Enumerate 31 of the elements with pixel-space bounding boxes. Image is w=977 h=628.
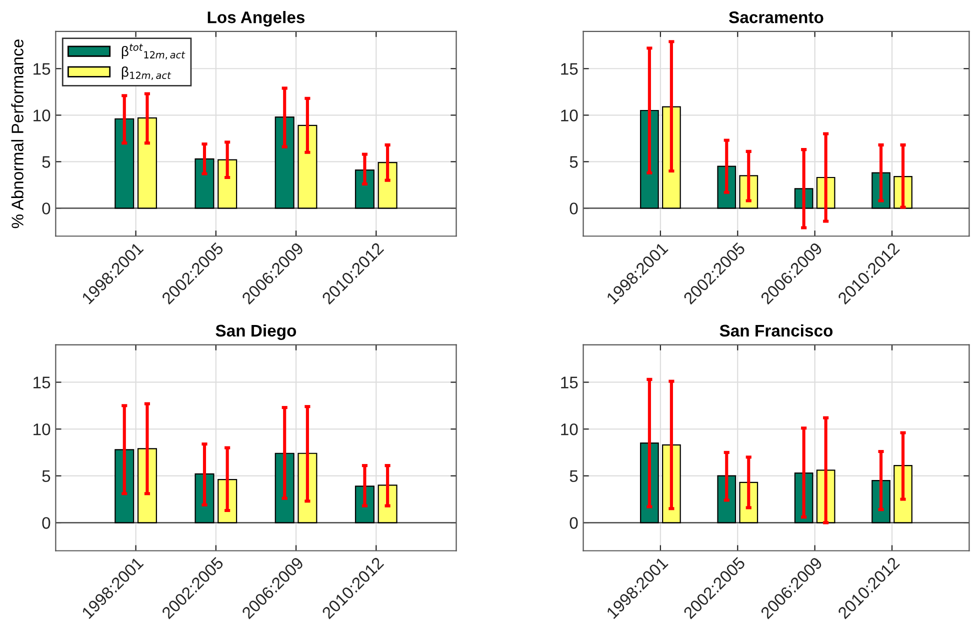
y-axis-title: % Abnormal Performance [11,40,24,228]
y-tick-label: 15 [34,63,50,75]
y-tick-label: 0 [570,517,578,529]
legend-label: β$_{12m,act}$ [122,66,172,80]
y-tick-label: 15 [561,63,578,75]
y-tick-label: 5 [570,156,578,168]
y-tick-label: 10 [34,423,50,436]
bar [218,159,238,209]
y-tick-label: 5 [42,470,50,482]
y-tick-label: 5 [42,156,50,168]
legend-label: β$^{tot}$$_{12m,act}$ [122,44,186,60]
bar [274,116,294,209]
y-tick-label: 15 [34,376,50,388]
y-tick-label: 15 [561,376,578,388]
chart-title: San Diego [216,324,296,340]
bar [298,124,318,209]
bar [137,117,157,209]
y-tick-label: 0 [42,202,50,214]
y-tick-label: 0 [42,517,50,529]
bar [354,170,374,209]
bar [114,118,134,209]
bar [378,162,398,209]
chart-title: San Francisco [720,324,833,337]
y-tick-label: 10 [561,110,578,122]
y-tick-label: 0 [570,202,578,214]
y-tick-label: 5 [570,470,578,482]
chart-title: Los Angeles [208,10,305,27]
y-tick-label: 10 [561,423,578,436]
chart-title: Sacramento [729,11,824,24]
bar [194,158,214,209]
y-tick-label: 10 [34,110,50,122]
